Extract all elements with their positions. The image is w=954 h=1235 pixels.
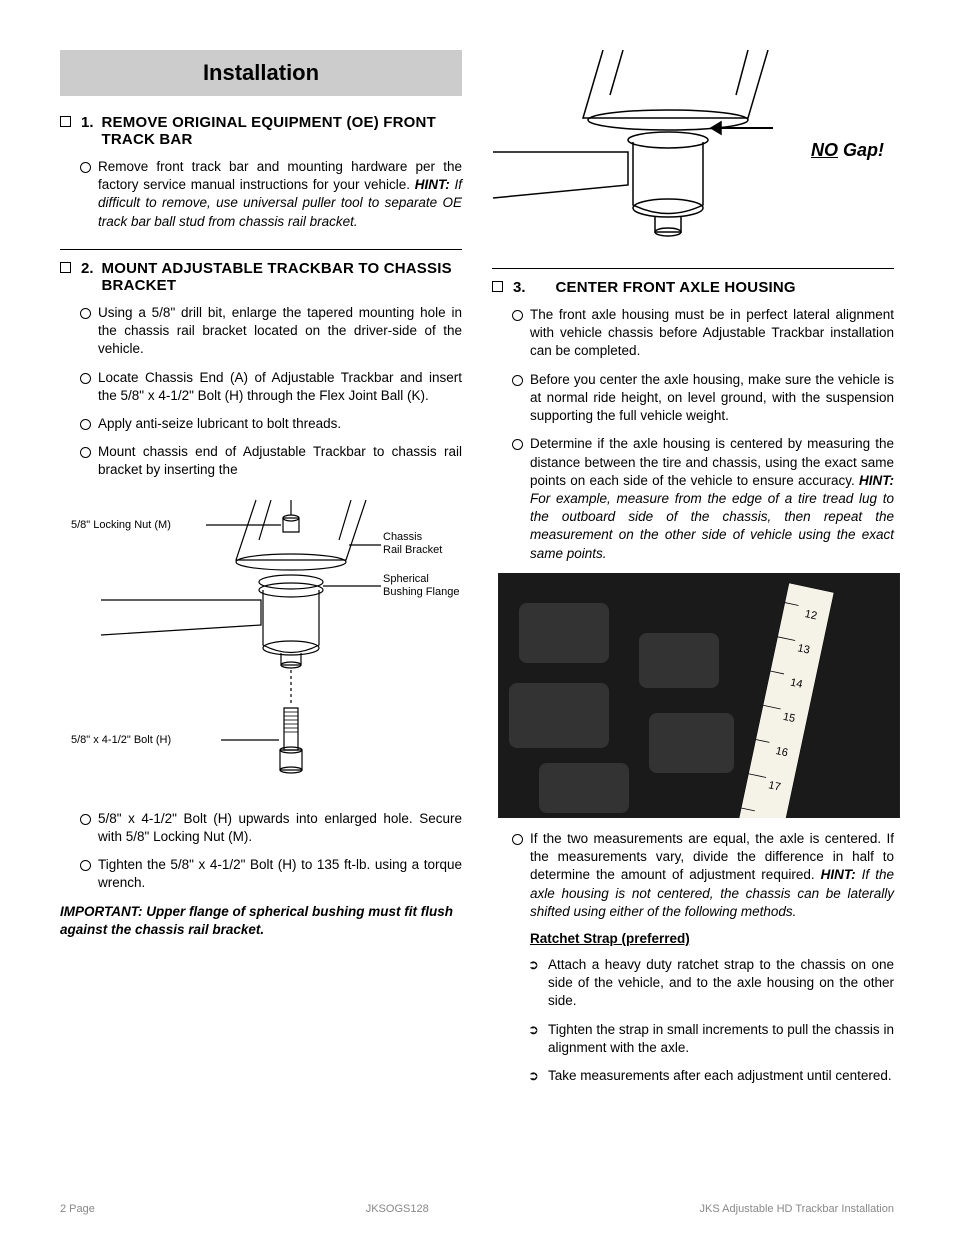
step-title: CENTER FRONT AXLE HOUSING [556, 279, 796, 296]
trackbar-diagram: 5/8" Locking Nut (M) Chassis Rail Bracke… [60, 490, 462, 800]
hint-label: HINT: [859, 473, 894, 488]
svg-text:13: 13 [796, 642, 810, 656]
list-item: Using a 5/8" drill bit, enlarge the tape… [98, 304, 462, 359]
step-3-list-a: The front axle housing must be in perfec… [492, 306, 894, 563]
list-item: Take measurements after each adjustment … [548, 1067, 894, 1085]
step-3-heading: 3. CENTER FRONT AXLE HOUSING [492, 279, 894, 296]
right-column: NO Gap! 3. CENTER FRONT AXLE HOUSING The… [492, 50, 894, 1095]
step-2-list-a: Using a 5/8" drill bit, enlarge the tape… [60, 304, 462, 480]
svg-text:14: 14 [789, 676, 803, 690]
no-gap-diagram: NO Gap! [492, 50, 894, 250]
list-item: 5/8" x 4-1/2" Bolt (H) upwards into enla… [98, 810, 462, 846]
no-gap-label: NO Gap! [811, 140, 884, 161]
checkbox-icon [492, 281, 503, 292]
section-header: Installation [60, 50, 462, 96]
step-1-list: Remove front track bar and mounting hard… [60, 158, 462, 231]
diagram-label-bolt: 5/8" x 4-1/2" Bolt (H) [71, 734, 171, 746]
list-item: Determine if the axle housing is centere… [530, 435, 894, 563]
no-gap-rest: Gap! [838, 140, 884, 160]
hint-label: HINT: [821, 867, 856, 882]
list-item: Tighten the 5/8" x 4-1/2" Bolt (H) to 13… [98, 856, 462, 892]
no-gap-underline: NO [811, 140, 838, 160]
item-text: Determine if the axle housing is centere… [530, 436, 894, 487]
diagram-label-flange: Spherical Bushing Flange [383, 573, 459, 598]
step-title: MOUNT ADJUSTABLE TRACKBAR TO CHASSIS BRA… [102, 260, 462, 294]
list-item: Tighten the strap in small increments to… [548, 1021, 894, 1057]
list-item: Apply anti-seize lubricant to bolt threa… [98, 415, 462, 433]
list-item: Before you center the axle housing, make… [530, 371, 894, 426]
measurement-photo: 12 13 14 15 16 17 [498, 573, 900, 818]
svg-text:16: 16 [775, 745, 789, 759]
step-1-heading: 1. REMOVE ORIGINAL EQUIPMENT (OE) FRONT … [60, 114, 462, 148]
step-2-list-b: 5/8" x 4-1/2" Bolt (H) upwards into enla… [60, 810, 462, 893]
list-item: Remove front track bar and mounting hard… [98, 158, 462, 231]
footer: 2 Page JKSOGS128 JKS Adjustable HD Track… [60, 1203, 894, 1215]
hint-text: For example, measure from the edge of a … [530, 491, 894, 561]
step-title: REMOVE ORIGINAL EQUIPMENT (OE) FRONT TRA… [102, 114, 462, 148]
diagram-label-nut: 5/8" Locking Nut (M) [71, 519, 171, 531]
step-3-list-b: If the two measurements are equal, the a… [492, 830, 894, 921]
divider [492, 268, 894, 269]
footer-right: JKS Adjustable HD Trackbar Installation [700, 1203, 894, 1215]
item-text: Remove front track bar and mounting hard… [98, 159, 462, 192]
hint-label: HINT: [415, 177, 450, 192]
step-2-heading: 2. MOUNT ADJUSTABLE TRACKBAR TO CHASSIS … [60, 260, 462, 294]
svg-text:12: 12 [804, 608, 818, 622]
svg-text:17: 17 [767, 779, 781, 793]
svg-text:15: 15 [782, 711, 796, 725]
list-item: Attach a heavy duty ratchet strap to the… [548, 956, 894, 1011]
list-item: The front axle housing must be in perfec… [530, 306, 894, 361]
left-column: Installation 1. REMOVE ORIGINAL EQUIPMEN… [60, 50, 462, 1095]
list-item: If the two measurements are equal, the a… [530, 830, 894, 921]
step-number: 3. [513, 279, 526, 296]
ratchet-list: Attach a heavy duty ratchet strap to the… [492, 956, 894, 1085]
list-item: Locate Chassis End (A) of Adjustable Tra… [98, 369, 462, 405]
diagram-label-chassis: Chassis Rail Bracket [383, 531, 442, 556]
divider [60, 249, 462, 250]
footer-left: 2 Page [60, 1203, 95, 1215]
footer-center: JKSOGS128 [366, 1203, 429, 1215]
important-note: IMPORTANT: Upper flange of spherical bus… [60, 903, 462, 939]
checkbox-icon [60, 116, 71, 127]
checkbox-icon [60, 262, 71, 273]
list-item: Mount chassis end of Adjustable Trackbar… [98, 443, 462, 479]
sub-heading: Ratchet Strap (preferred) [530, 931, 894, 946]
step-number: 2. [81, 260, 94, 277]
step-number: 1. [81, 114, 94, 131]
